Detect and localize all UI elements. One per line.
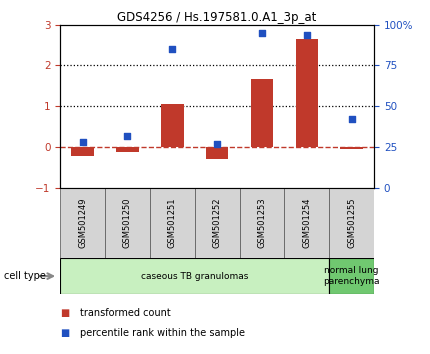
Text: GSM501253: GSM501253 (258, 198, 267, 249)
Point (124, 133, 131, 138)
Point (79, 139, 86, 145)
Bar (150, 188, 195, 258)
Text: normal lung
parenchyma: normal lung parenchyma (323, 267, 380, 286)
Text: caseous TB granulomas: caseous TB granulomas (141, 272, 249, 281)
Text: GSM501249: GSM501249 (78, 198, 87, 248)
Text: percentile rank within the sample: percentile rank within the sample (80, 328, 245, 338)
Bar (240, 188, 284, 258)
Point (169, 46, 176, 52)
Bar (105, 188, 150, 258)
Text: transformed count: transformed count (80, 308, 170, 318)
Text: GSM501252: GSM501252 (213, 198, 221, 248)
Point (214, 141, 221, 147)
Bar (284, 188, 329, 258)
Bar (116, 147, 138, 152)
Text: ■: ■ (60, 328, 70, 338)
Bar (195, 188, 240, 258)
Text: cell type: cell type (4, 271, 46, 281)
Text: GSM501250: GSM501250 (123, 198, 132, 248)
Text: ■: ■ (60, 308, 70, 318)
Point (348, 116, 355, 122)
Point (304, 32, 310, 38)
Text: GSM501254: GSM501254 (302, 198, 311, 248)
Bar (60, 188, 105, 258)
Bar (60, 258, 329, 294)
Bar (329, 188, 374, 258)
Bar (341, 147, 363, 149)
Bar (206, 147, 228, 159)
Text: GSM501255: GSM501255 (347, 198, 356, 248)
Text: GSM501251: GSM501251 (168, 198, 177, 248)
Bar (329, 258, 374, 294)
Bar (161, 104, 184, 147)
Bar (251, 79, 273, 147)
Point (258, 30, 265, 36)
Title: GDS4256 / Hs.197581.0.A1_3p_at: GDS4256 / Hs.197581.0.A1_3p_at (117, 11, 317, 24)
Bar (71, 147, 94, 156)
Bar (296, 39, 318, 147)
